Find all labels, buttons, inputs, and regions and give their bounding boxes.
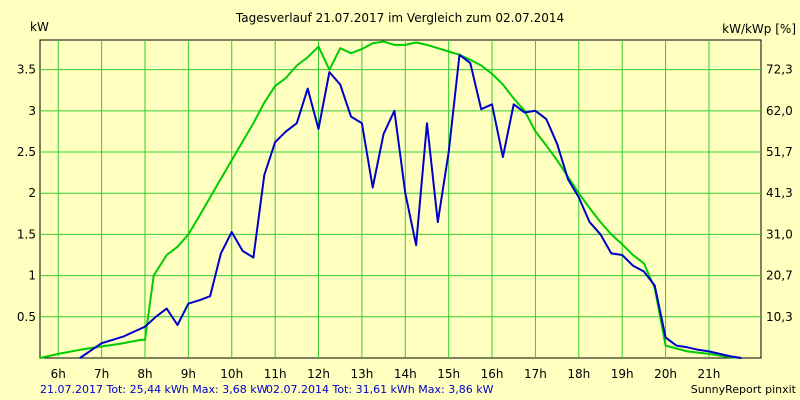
x-tick-label: 15h <box>437 367 460 381</box>
y-tick-label-left: 3 <box>28 104 36 118</box>
x-tick-label: 21h <box>698 367 721 381</box>
plot-frame <box>39 39 762 359</box>
y-tick-label-right: 72,3 <box>766 63 793 77</box>
series-line-21-07-2017 <box>79 53 742 359</box>
y-tick-label-right: 31,0 <box>766 227 793 241</box>
footer-credit: SunnyReport pinxit <box>691 383 797 396</box>
chart-title: Tagesverlauf 21.07.2017 im Vergleich zum… <box>235 11 564 25</box>
y-tick-label-left: 1 <box>28 269 36 283</box>
x-tick-label: 19h <box>611 367 634 381</box>
x-tick-label: 10h <box>220 367 243 381</box>
series-line-02-07-2014 <box>39 40 742 359</box>
y-tick-label-left: 3.5 <box>17 63 36 77</box>
footer-series-1-summary: 21.07.2017 Tot: 25,44 kWh Max: 3,68 kW <box>40 383 268 396</box>
y-tick-label-left: 2 <box>28 186 36 200</box>
x-tick-label: 11h <box>264 367 287 381</box>
series-layer <box>39 40 742 359</box>
x-tick-label: 7h <box>94 367 109 381</box>
x-tick-label: 17h <box>524 367 547 381</box>
y-tick-label-right: 51,7 <box>766 145 793 159</box>
y-tick-label-right: 20,7 <box>766 269 793 283</box>
y-axis-right-label: kW/kWp [%] <box>722 22 796 36</box>
x-tick-label: 12h <box>307 367 330 381</box>
y-axis-left-label: kW <box>30 20 49 34</box>
x-tick-label: 20h <box>654 367 677 381</box>
y-tick-label-left: 2.5 <box>17 145 36 159</box>
x-tick-label: 8h <box>137 367 152 381</box>
x-tick-label: 9h <box>181 367 196 381</box>
x-tick-label: 6h <box>51 367 66 381</box>
tick-labels: 6h 7h 8h 9h 10h 11h 12h 13h 14h 15h 16h 17h 18h 19h 20… <box>17 63 793 381</box>
y-tick-label-left: 1.5 <box>17 227 36 241</box>
x-tick-label: 13h <box>350 367 373 381</box>
y-tick-label-left: 0.5 <box>17 310 36 324</box>
x-tick-label: 18h <box>567 367 590 381</box>
y-tick-label-right: 62,0 <box>766 104 793 118</box>
footer-series-2-summary: 02.07.2014 Tot: 31,61 kWh Max: 3,86 kW <box>266 383 494 396</box>
y-tick-label-right: 41,3 <box>766 186 793 200</box>
x-tick-label: 14h <box>394 367 417 381</box>
y-tick-label-right: 10,3 <box>766 310 793 324</box>
x-tick-label: 16h <box>481 367 504 381</box>
